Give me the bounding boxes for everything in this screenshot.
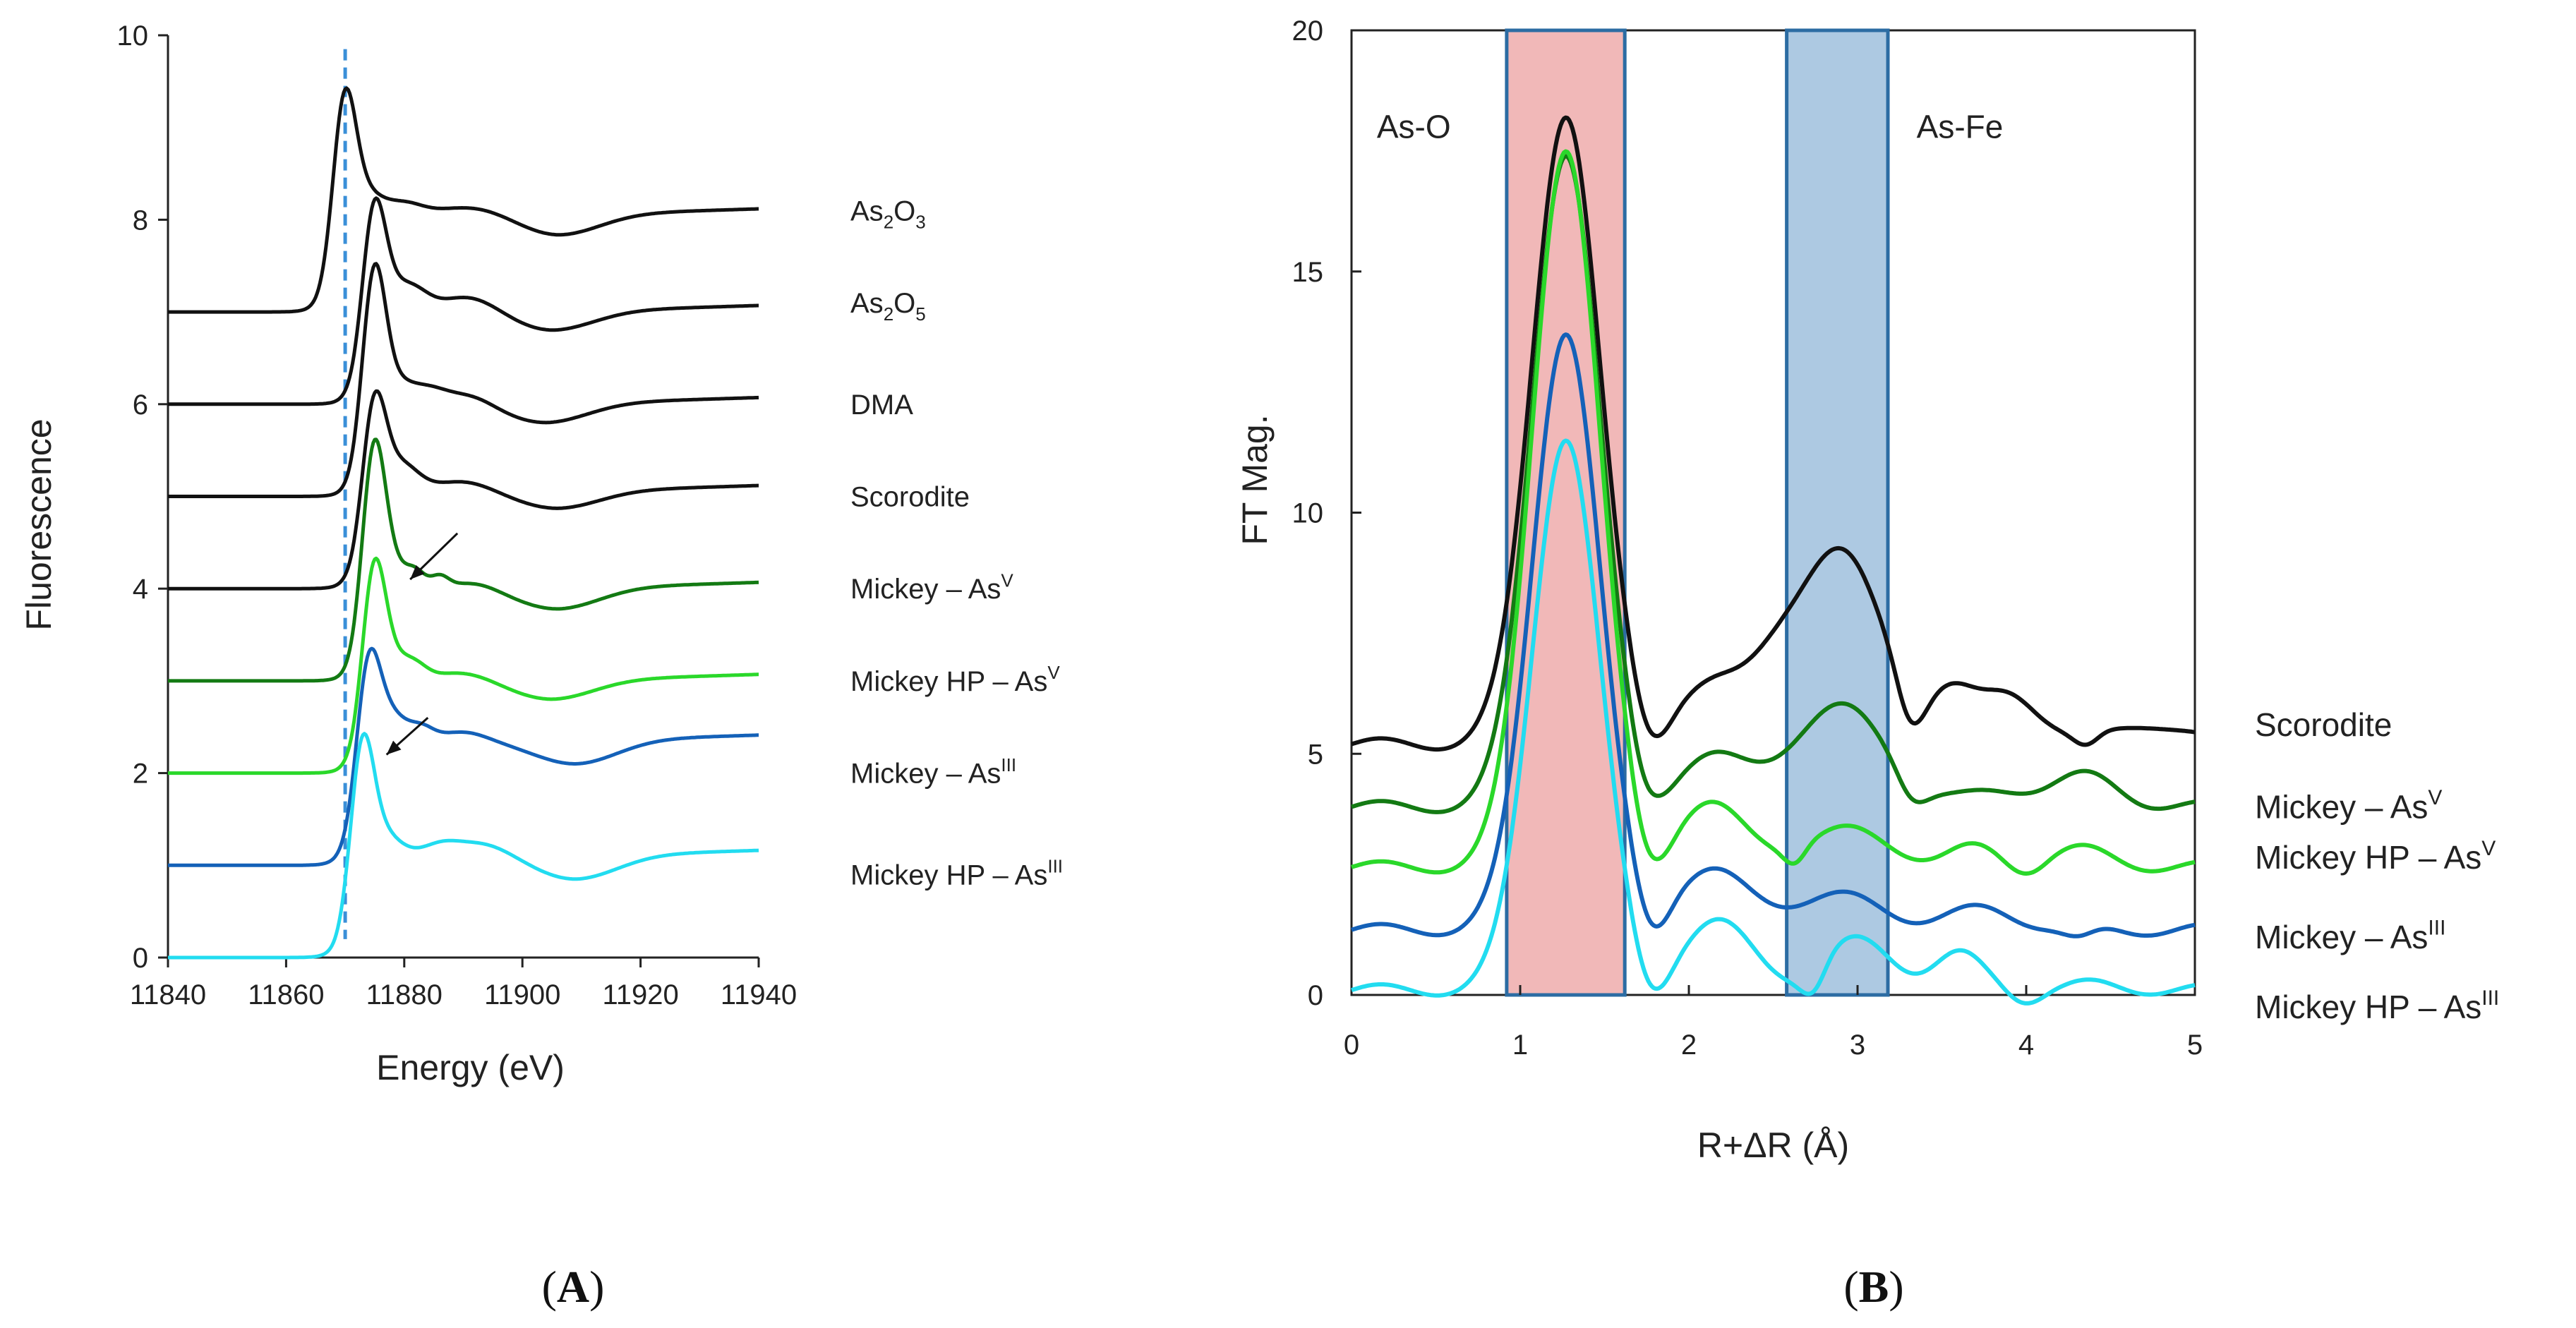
legend-label-scorodite: Scorodite [850,482,970,513]
legend-label-mickey-hp-asv: Mickey HP – AsV [850,662,1060,697]
panel-label-b: (B) [1843,1262,1903,1312]
series-line-dma [167,262,759,498]
series-line-mickey-asiii [167,646,759,867]
x-tick-label: 2 [1681,1030,1697,1061]
series-line-mickey-hp-asiii [1351,438,2196,1006]
y-axis-label: FT Mag. [1235,414,1275,545]
y-tick-label: 8 [133,205,148,236]
x-axis-label: R+ΔR (Å) [1697,1125,1849,1165]
series-line-mickey-hp-asiii [167,732,759,960]
legend-label-mickey-hp-asv: Mickey HP – AsV [2255,837,2496,876]
arrow-head-1 [410,565,425,580]
y-tick-label: 10 [1292,498,1324,529]
x-tick-label: 11840 [130,979,206,1010]
series-line-mickey-asv [167,437,759,683]
legend-label-mickey-asiii: Mickey – AsIII [850,754,1016,790]
series-line-mickey-asiii [1351,332,2196,938]
series-line-as2o3 [167,86,759,314]
y-tick-label: 5 [1308,739,1323,770]
y-tick-label: 0 [133,943,148,974]
annotation-as-o: As-O [1377,109,1451,145]
series-line-mickey-asv [1351,154,2196,814]
y-tick-label: 15 [1292,257,1324,288]
series-line-scorodite [167,389,759,591]
region-as-fe [1785,28,1890,997]
series-line-mickey-hp-asv [1351,149,2196,876]
panel-label-a: (A) [542,1262,605,1312]
y-tick-label: 10 [117,20,149,52]
x-tick-label: 11900 [484,979,560,1010]
x-tick-label: 11860 [248,979,324,1010]
legend-label-mickey-asv: Mickey – AsV [850,569,1013,605]
legend-label-mickey-asiii: Mickey – AsIII [2255,917,2445,955]
x-tick-label: 3 [1850,1030,1865,1061]
legend-label-scorodite: Scorodite [2255,706,2392,743]
y-tick-label: 2 [133,759,148,790]
y-tick-label: 4 [133,574,148,605]
legend-label-mickey-hp-asiii: Mickey HP – AsIII [2255,986,2499,1025]
x-tick-label: 11940 [721,979,797,1010]
y-tick-label: 20 [1292,16,1324,47]
y-tick-label: 6 [133,390,148,421]
legend-label-as2o3: As2O3 [850,195,926,232]
series-line-mickey-hp-asv [167,556,759,775]
legend-label-as2o5: As2O5 [850,288,926,325]
y-axis-label: Fluorescence [19,418,59,630]
panel-a-chart: 0 2 4 6 8 10 11840 11860 11880 11900 11920 11940 Ene… [19,20,1063,1312]
legend-label-mickey-hp-asiii: Mickey HP – AsIII [850,856,1063,891]
x-tick-label: 0 [1344,1030,1359,1061]
annotation-as-fe: As-Fe [1917,109,2004,145]
legend-label-mickey-asv: Mickey – AsV [2255,786,2442,825]
legend-label-dma: DMA [850,390,913,421]
panel-b-chart: 0 5 10 15 20 0 1 2 3 4 5 R+ΔR (Å) FT Mag. As-O As-Fe Sc… [1235,16,2499,1312]
x-tick-label: 5 [2187,1030,2203,1061]
series-line-scorodite [1351,115,2196,752]
x-tick-label: 4 [2018,1030,2034,1061]
x-axis-label: Energy (eV) [376,1048,565,1087]
series-line-as2o5 [167,196,759,406]
x-tick-label: 11880 [366,979,443,1010]
x-tick-label: 11920 [602,979,678,1010]
y-tick-label: 0 [1308,980,1323,1011]
x-tick-label: 1 [1512,1030,1528,1061]
arrow-head-2 [386,740,402,755]
